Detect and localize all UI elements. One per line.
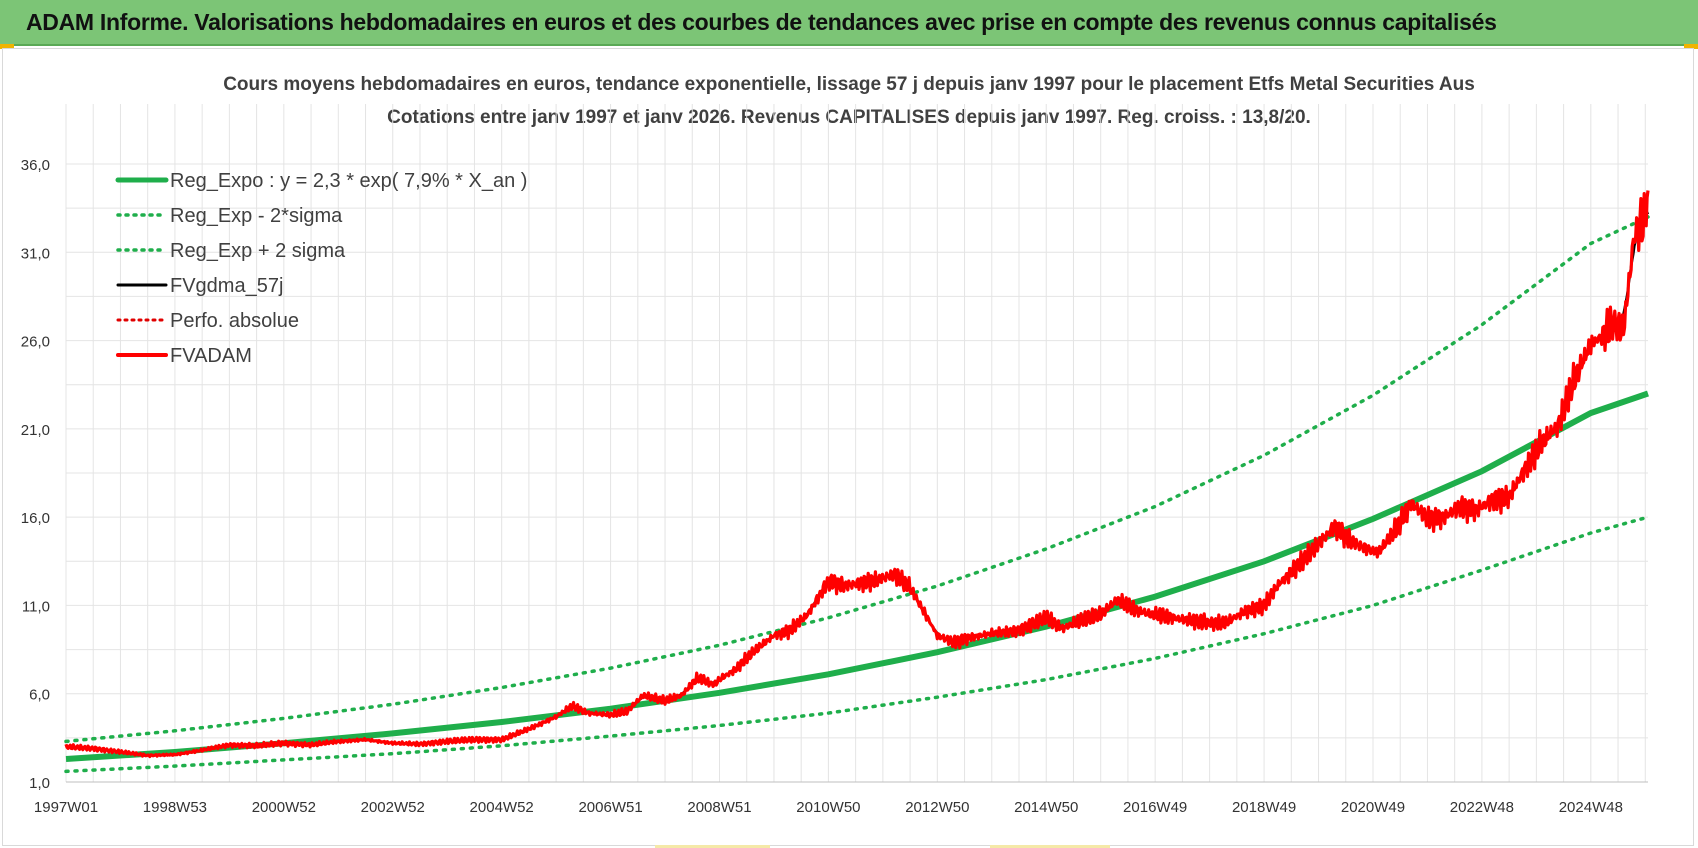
chart-title: Cours moyens hebdomadaires en euros, ten… (223, 74, 1475, 95)
y-tick-label: 21,0 (21, 422, 50, 439)
x-axis: 1997W01 1998W53 2000W52 2002W52 2004W52 2006W… (34, 781, 1648, 816)
legend-label-reg_upper: Reg_Exp + 2 sigma (170, 240, 346, 262)
y-tick-label: 26,0 (21, 334, 50, 351)
x-tick-label: 2000W52 (252, 799, 316, 816)
series-reg-lower (64, 515, 1650, 774)
bottom-mark-1 (655, 845, 770, 848)
legend-label-fvadam: FVADAM (170, 345, 252, 367)
page-title: ADAM Informe. Valorisations hebdomadaire… (26, 9, 1497, 35)
x-tick-label: 2020W49 (1341, 799, 1405, 816)
y-tick-label: 36,0 (21, 157, 50, 174)
corner-mark-right (1684, 44, 1698, 49)
x-tick-label: 2010W50 (796, 799, 860, 816)
bottom-mark-2 (990, 845, 1110, 848)
legend-label-reg_expo: Reg_Expo : y = 2,3 * exp( 7,9% * X_an ) (170, 170, 527, 192)
y-tick-label: 1,0 (29, 775, 50, 792)
chart-legend: Reg_Expo : y = 2,3 * exp( 7,9% * X_an ) R… (115, 170, 527, 367)
chart-subtitle: Cotations entre janv 1997 et janv 2026. … (387, 107, 1311, 128)
series-fvadam (64, 190, 1650, 759)
legend-label-perfo: Perfo. absolue (170, 310, 299, 332)
y-tick-label: 31,0 (21, 245, 50, 262)
y-tick-label: 16,0 (21, 510, 50, 527)
series-fvgdma (65, 210, 1650, 757)
x-tick-label: 1997W01 (34, 799, 98, 816)
legend-label-reg_lower: Reg_Exp - 2*sigma (170, 205, 343, 227)
x-tick-label: 2002W52 (361, 799, 425, 816)
chart-frame (2, 48, 1694, 846)
x-tick-label: 2004W52 (470, 799, 534, 816)
y-tick-label: 11,0 (22, 598, 50, 615)
legend-label-fvgdma: FVgdma_57j (170, 275, 283, 297)
x-tick-label: 2014W50 (1014, 799, 1078, 816)
header-bar: ADAM Informe. Valorisations hebdomadaire… (0, 0, 1698, 46)
chart-grid (65, 104, 1648, 783)
corner-mark-left (0, 44, 14, 49)
series-reg-expo (65, 390, 1649, 762)
y-axis: 1,0 6,0 11,0 16,0 21,0 26,0 31,0 36,0 (21, 157, 50, 792)
x-tick-label: 2012W50 (905, 799, 969, 816)
chart-series (64, 190, 1650, 774)
series-reg-upper (64, 215, 1650, 744)
x-tick-label: 2024W48 (1559, 799, 1623, 816)
x-tick-label: 2018W49 (1232, 799, 1296, 816)
x-tick-label: 1998W53 (143, 799, 207, 816)
x-tick-label: 2008W51 (687, 799, 751, 816)
x-tick-label: 2006W51 (578, 799, 642, 816)
x-tick-label: 2016W49 (1123, 799, 1187, 816)
x-tick-label: 2022W48 (1450, 799, 1514, 816)
y-tick-label: 6,0 (29, 687, 50, 704)
